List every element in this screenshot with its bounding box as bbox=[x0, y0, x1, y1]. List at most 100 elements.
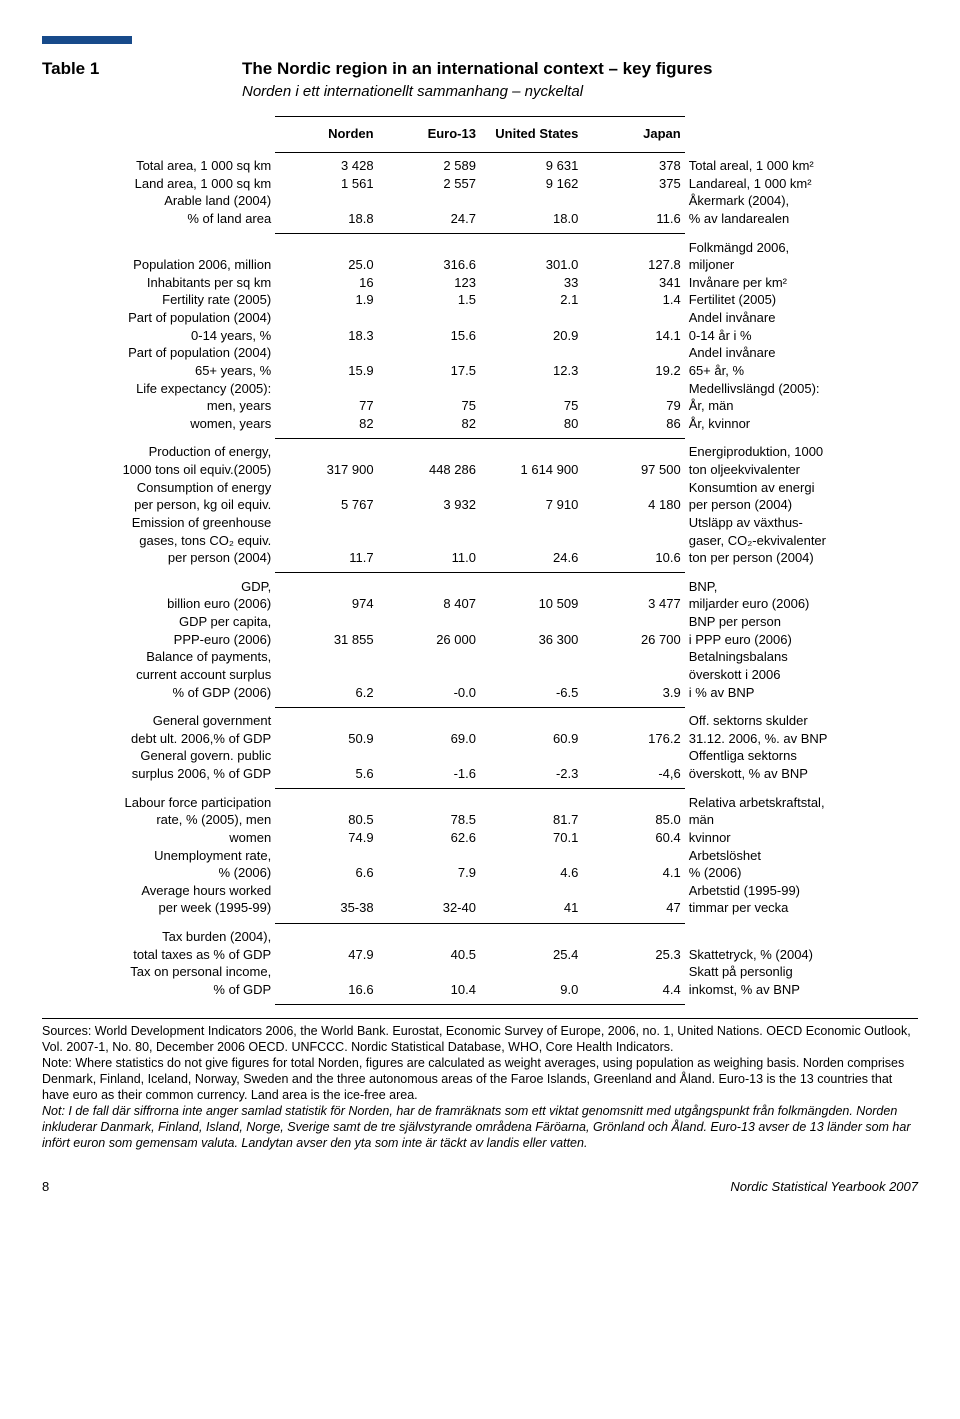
cell-value: 1.5 bbox=[378, 292, 480, 310]
rule-row bbox=[42, 999, 918, 1010]
cell-value bbox=[378, 444, 480, 462]
row-label-en: rate, % (2005), men bbox=[42, 812, 275, 830]
table-row: Life expectancy (2005):Medellivslängd (2… bbox=[42, 380, 918, 398]
table-row: GDP per capita,BNP per person bbox=[42, 614, 918, 632]
cell-value: 41 bbox=[480, 900, 582, 918]
row-label-en: total taxes as % of GDP bbox=[42, 946, 275, 964]
row-label-en: per person, kg oil equiv. bbox=[42, 497, 275, 515]
row-label-en: Tax burden (2004), bbox=[42, 929, 275, 947]
row-label-en: 65+ years, % bbox=[42, 362, 275, 380]
cell-value bbox=[480, 847, 582, 865]
cell-value bbox=[582, 713, 684, 731]
table-row: men, years77757579År, män bbox=[42, 398, 918, 416]
cell-value bbox=[582, 310, 684, 328]
cell-value: 50.9 bbox=[275, 730, 377, 748]
cell-value bbox=[275, 514, 377, 532]
cell-value bbox=[378, 193, 480, 211]
row-label-en: General govern. public bbox=[42, 748, 275, 766]
cell-value: 4.1 bbox=[582, 865, 684, 883]
cell-value: 25.3 bbox=[582, 946, 684, 964]
cell-value bbox=[275, 310, 377, 328]
row-label-sv: 65+ år, % bbox=[685, 362, 918, 380]
cell-value: 14.1 bbox=[582, 327, 684, 345]
table-title-en: The Nordic region in an international co… bbox=[242, 58, 712, 80]
cell-value bbox=[582, 794, 684, 812]
cell-value bbox=[582, 882, 684, 900]
row-label-sv: Åkermark (2004), bbox=[685, 193, 918, 211]
row-label-sv: ton oljeekvivalenter bbox=[685, 462, 918, 480]
cell-value bbox=[582, 666, 684, 684]
cell-value bbox=[275, 380, 377, 398]
cell-value: 24.6 bbox=[480, 550, 582, 568]
row-label-sv: Medellivslängd (2005): bbox=[685, 380, 918, 398]
cell-value: 24.7 bbox=[378, 210, 480, 228]
row-label-en: % of GDP bbox=[42, 981, 275, 999]
row-label-sv: i % av BNP bbox=[685, 684, 918, 702]
cell-value: 4 180 bbox=[582, 497, 684, 515]
cell-value bbox=[480, 882, 582, 900]
cell-value bbox=[480, 748, 582, 766]
cell-value: 127.8 bbox=[582, 257, 684, 275]
cell-value bbox=[378, 929, 480, 947]
cell-value: 82 bbox=[378, 415, 480, 433]
cell-value bbox=[275, 193, 377, 211]
cell-value bbox=[480, 666, 582, 684]
cell-value: 80 bbox=[480, 415, 582, 433]
cell-value: 316.6 bbox=[378, 257, 480, 275]
row-label-sv: BNP, bbox=[685, 578, 918, 596]
row-label-sv: män bbox=[685, 812, 918, 830]
table-row: per week (1995-99)35-3832-404147timmar p… bbox=[42, 900, 918, 918]
cell-value bbox=[480, 514, 582, 532]
row-label-sv: i PPP euro (2006) bbox=[685, 631, 918, 649]
cell-value: 301.0 bbox=[480, 257, 582, 275]
row-label-sv: År, kvinnor bbox=[685, 415, 918, 433]
row-label-en: Balance of payments, bbox=[42, 649, 275, 667]
table-row: debt ult. 2006,% of GDP50.969.060.9176.2… bbox=[42, 730, 918, 748]
row-label-en: Consumption of energy bbox=[42, 479, 275, 497]
table-row: Arable land (2004)Åkermark (2004), bbox=[42, 193, 918, 211]
row-label-sv: Invånare per km² bbox=[685, 274, 918, 292]
cell-value bbox=[275, 882, 377, 900]
table-row: General governmentOff. sektorns skulder bbox=[42, 713, 918, 731]
column-header: United States bbox=[480, 122, 582, 147]
cell-value: 75 bbox=[378, 398, 480, 416]
cell-value: 82 bbox=[275, 415, 377, 433]
cell-value: 176.2 bbox=[582, 730, 684, 748]
column-header: Norden bbox=[275, 122, 377, 147]
cell-value: 5.6 bbox=[275, 766, 377, 784]
cell-value bbox=[480, 713, 582, 731]
row-label-sv bbox=[685, 929, 918, 947]
cell-value bbox=[275, 794, 377, 812]
cell-value: 18.0 bbox=[480, 210, 582, 228]
cell-value: 74.9 bbox=[275, 829, 377, 847]
table-row: General govern. publicOffentliga sektorn… bbox=[42, 748, 918, 766]
row-label-sv: 0-14 år i % bbox=[685, 327, 918, 345]
rule-row bbox=[42, 147, 918, 158]
cell-value: -2.3 bbox=[480, 766, 582, 784]
cell-value: 78.5 bbox=[378, 812, 480, 830]
cell-value: 18.3 bbox=[275, 327, 377, 345]
table-row: Consumption of energyKonsumtion av energ… bbox=[42, 479, 918, 497]
row-label-en: Land area, 1 000 sq km bbox=[42, 175, 275, 193]
cell-value bbox=[275, 713, 377, 731]
cell-value bbox=[378, 847, 480, 865]
table-row: % of GDP16.610.49.04.4inkomst, % av BNP bbox=[42, 981, 918, 999]
cell-value bbox=[275, 345, 377, 363]
row-label-en: Production of energy, bbox=[42, 444, 275, 462]
table-row: Fertility rate (2005)1.91.52.11.4Fertili… bbox=[42, 292, 918, 310]
cell-value: 86 bbox=[582, 415, 684, 433]
cell-value bbox=[275, 964, 377, 982]
table-header-row: Table 1 The Nordic region in an internat… bbox=[42, 58, 918, 80]
row-label-en: women bbox=[42, 829, 275, 847]
cell-value bbox=[275, 444, 377, 462]
row-label-sv: Andel invånare bbox=[685, 310, 918, 328]
cell-value bbox=[582, 847, 684, 865]
cell-value: 62.6 bbox=[378, 829, 480, 847]
row-label-sv: överskott i 2006 bbox=[685, 666, 918, 684]
cell-value bbox=[582, 380, 684, 398]
cell-value bbox=[378, 479, 480, 497]
rule-row bbox=[42, 228, 918, 239]
cell-value bbox=[480, 794, 582, 812]
cell-value bbox=[275, 532, 377, 550]
cell-value: -4,6 bbox=[582, 766, 684, 784]
